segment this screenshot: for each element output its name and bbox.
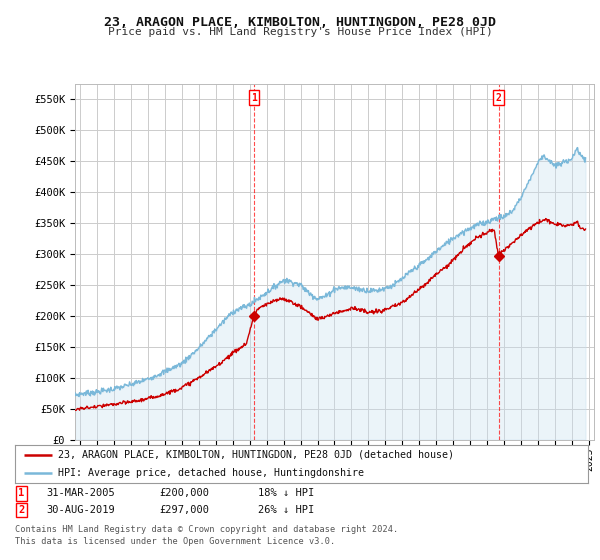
Text: 23, ARAGON PLACE, KIMBOLTON, HUNTINGDON, PE28 0JD (detached house): 23, ARAGON PLACE, KIMBOLTON, HUNTINGDON,… (58, 450, 454, 460)
Text: 31-MAR-2005: 31-MAR-2005 (47, 488, 116, 498)
Text: Price paid vs. HM Land Registry's House Price Index (HPI): Price paid vs. HM Land Registry's House … (107, 27, 493, 37)
Text: Contains HM Land Registry data © Crown copyright and database right 2024.
This d: Contains HM Land Registry data © Crown c… (15, 525, 398, 546)
Text: 1: 1 (18, 488, 24, 498)
Text: 2: 2 (496, 93, 502, 103)
Text: £297,000: £297,000 (159, 505, 209, 515)
Text: 30-AUG-2019: 30-AUG-2019 (47, 505, 116, 515)
Text: 1: 1 (251, 93, 257, 103)
Text: HPI: Average price, detached house, Huntingdonshire: HPI: Average price, detached house, Hunt… (58, 468, 364, 478)
Text: 18% ↓ HPI: 18% ↓ HPI (258, 488, 314, 498)
Text: 23, ARAGON PLACE, KIMBOLTON, HUNTINGDON, PE28 0JD: 23, ARAGON PLACE, KIMBOLTON, HUNTINGDON,… (104, 16, 496, 29)
Text: £200,000: £200,000 (159, 488, 209, 498)
Text: 2: 2 (18, 505, 24, 515)
Text: 26% ↓ HPI: 26% ↓ HPI (258, 505, 314, 515)
